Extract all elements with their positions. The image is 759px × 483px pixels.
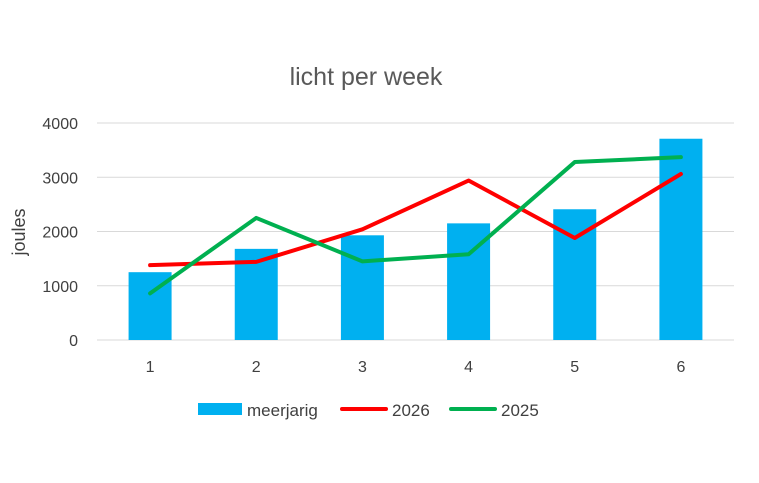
y-tick-label: 3000 (42, 170, 78, 187)
y-axis-label: joules (9, 208, 29, 256)
x-tick-label: 6 (676, 359, 685, 376)
legend-swatch (198, 403, 242, 415)
legend: meerjarig 2026 2025 (198, 401, 539, 420)
legend-label: meerjarig (247, 401, 318, 420)
x-tick-label: 5 (570, 359, 579, 376)
chart-title: licht per week (290, 63, 443, 91)
y-tick-label: 4000 (42, 116, 78, 133)
legend-label: 2025 (501, 401, 539, 420)
bar (340, 235, 384, 340)
y-tick-label: 0 (69, 333, 78, 350)
y-tick-labels: 0 1000 2000 3000 4000 (42, 116, 78, 350)
gridlines (97, 122, 734, 341)
y-tick-label: 1000 (42, 279, 78, 296)
x-tick-label: 1 (146, 359, 155, 376)
bar (659, 138, 703, 340)
x-tick-label: 4 (464, 359, 473, 376)
line-series (148, 155, 683, 296)
y-tick-label: 2000 (42, 225, 78, 242)
legend-label: 2026 (392, 401, 430, 420)
series-line-2026 (148, 171, 683, 268)
x-tick-labels: 1 2 3 4 5 6 (146, 359, 686, 376)
x-tick-label: 3 (358, 359, 367, 376)
series-line-2025 (148, 155, 683, 296)
x-tick-label: 2 (252, 359, 261, 376)
